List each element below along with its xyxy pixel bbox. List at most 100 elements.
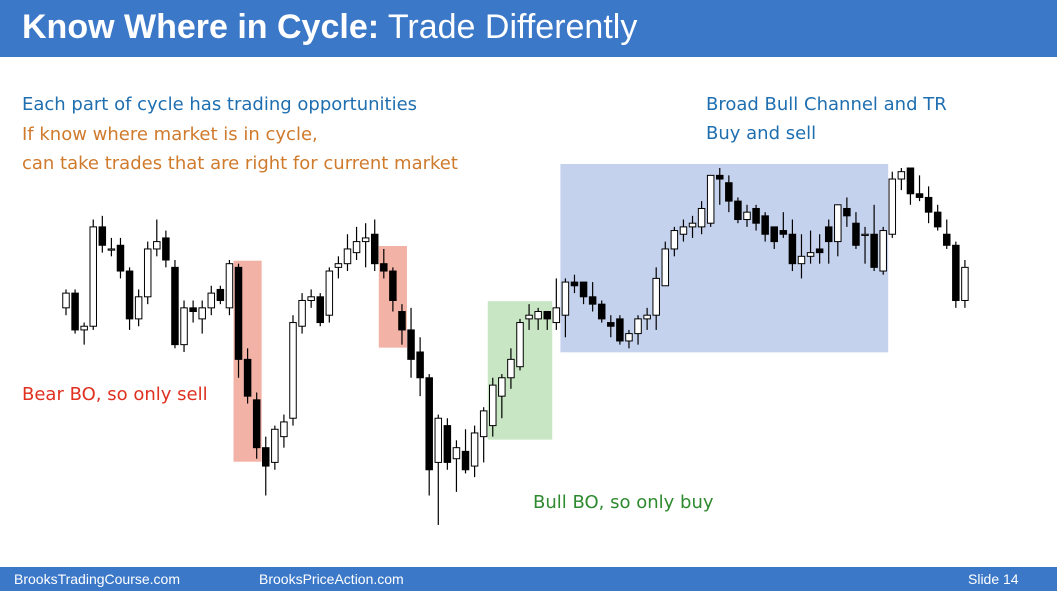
bear-bo-label: Bear BO, so only sell [22, 384, 208, 405]
intro-line-1: Each part of cycle has trading opportuni… [22, 94, 418, 115]
candle-95 [924, 186, 933, 224]
candle-30 [334, 256, 343, 279]
intro-line-2: If know where market is in cycle, [22, 124, 318, 145]
candle-4 [98, 215, 107, 253]
candle-72 [716, 168, 724, 205]
slide-title: Know Where in Cycle: Trade Differently [22, 6, 637, 48]
candle-39 [416, 337, 424, 397]
candle-66 [661, 241, 670, 287]
candle-90 [879, 226, 887, 275]
candle-43 [452, 440, 461, 492]
candle-57 [579, 281, 588, 305]
candle-69 [688, 215, 697, 238]
candle-73 [725, 175, 733, 213]
candle-45 [470, 425, 479, 478]
candle-44 [461, 429, 470, 474]
candle-10 [153, 219, 161, 257]
candle-20 [243, 348, 252, 404]
bull-bo-label: Bull BO, so only buy [533, 492, 714, 513]
slide-title-bold: Know Where in Cycle: [22, 8, 380, 46]
candle-84 [824, 219, 833, 264]
candle-65 [652, 267, 660, 330]
candle-35 [380, 248, 388, 279]
candle-49 [507, 348, 515, 389]
candle-40 [425, 374, 433, 496]
candle-22 [262, 436, 270, 496]
candle-0 [62, 289, 70, 316]
candle-24 [280, 414, 288, 448]
candle-2 [80, 322, 88, 345]
candle-8 [134, 289, 143, 327]
candle-53 [543, 311, 551, 330]
candle-5 [107, 237, 116, 257]
candle-48 [498, 374, 506, 419]
candle-26 [298, 293, 306, 334]
candle-13 [180, 300, 188, 352]
candle-6 [116, 237, 125, 279]
candle-64 [643, 307, 651, 330]
candle-25 [289, 315, 297, 426]
candle-42 [443, 418, 452, 470]
candle-31 [343, 234, 352, 272]
candle-91 [888, 171, 897, 238]
intro-line-3: can take trades that are right for curre… [22, 153, 458, 174]
candle-67 [670, 226, 679, 257]
footer-center-link[interactable]: BrooksPriceAction.com [259, 571, 404, 587]
candle-86 [843, 197, 851, 227]
candle-17 [216, 285, 225, 305]
candle-32 [352, 226, 361, 260]
candle-47 [489, 377, 497, 437]
candle-15 [198, 300, 206, 334]
channel-zone-3 [560, 164, 889, 353]
candle-88 [861, 226, 869, 264]
candle-60 [607, 315, 615, 338]
candle-34 [370, 219, 379, 272]
candle-33 [361, 223, 370, 268]
candle-61 [616, 315, 624, 345]
candle-85 [834, 204, 842, 257]
candle-41 [434, 414, 443, 525]
candle-55 [561, 278, 570, 338]
candle-87 [852, 212, 860, 249]
title-bar: Know Where in Cycle: Trade Differently [0, 0, 1057, 57]
candle-3 [89, 219, 97, 330]
candle-21 [252, 392, 261, 459]
candle-99 [961, 260, 969, 308]
candle-81 [797, 234, 806, 279]
candle-18 [225, 260, 234, 316]
candle-29 [325, 267, 334, 323]
candle-98 [952, 241, 960, 308]
candle-27 [307, 289, 315, 308]
candle-38 [407, 307, 415, 378]
candle-92 [897, 168, 906, 191]
candle-82 [806, 230, 815, 264]
candle-63 [634, 315, 642, 345]
candle-36 [389, 267, 397, 312]
candle-96 [933, 204, 942, 231]
candle-7 [125, 267, 134, 330]
channel-label-1: Broad Bull Channel and TR [706, 94, 947, 115]
candle-89 [870, 204, 878, 272]
candle-54 [552, 278, 561, 330]
candle-58 [588, 282, 597, 312]
candle-78 [770, 226, 778, 249]
candle-52 [534, 307, 542, 330]
slide-title-rest: Trade Differently [387, 8, 638, 46]
candle-62 [625, 329, 633, 349]
candle-68 [679, 219, 688, 242]
candle-50 [516, 318, 524, 371]
candle-19 [234, 263, 243, 378]
candle-59 [597, 300, 606, 323]
candle-79 [779, 212, 788, 238]
candle-93 [906, 167, 915, 205]
candle-11 [162, 230, 170, 268]
footer-left-link[interactable]: BrooksTradingCourse.com [14, 571, 180, 587]
candle-71 [706, 174, 715, 227]
candle-70 [697, 201, 706, 235]
candle-76 [752, 204, 760, 231]
candle-51 [525, 304, 533, 330]
candle-23 [271, 425, 279, 470]
candle-37 [398, 304, 406, 345]
candle-56 [570, 274, 579, 294]
